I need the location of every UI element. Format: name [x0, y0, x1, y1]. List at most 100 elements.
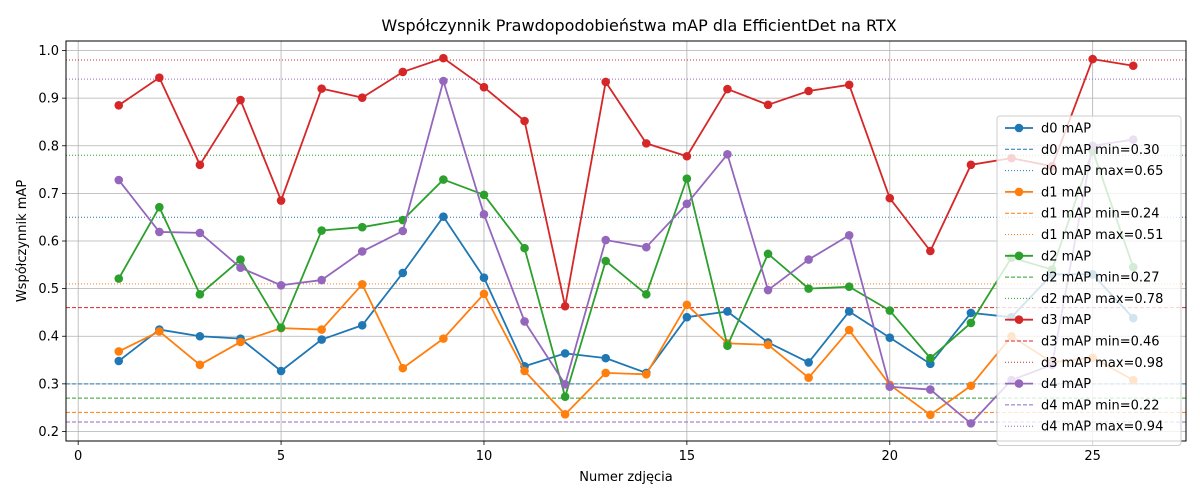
data-point	[479, 82, 489, 92]
data-point	[885, 382, 895, 392]
data-point	[357, 280, 367, 289]
legend-label: d2 mAP	[1041, 249, 1091, 264]
data-point	[155, 202, 164, 212]
data-point	[114, 347, 124, 356]
legend-entry: d2 mAP	[1005, 249, 1091, 264]
legend-label: d0 mAP max=0.65	[1041, 164, 1163, 179]
data-point	[885, 333, 895, 342]
legend-label: d4 mAP	[1041, 377, 1091, 392]
legend-entry: d4 mAP	[1005, 377, 1091, 392]
legend-marker	[1014, 379, 1024, 388]
data-point	[844, 307, 854, 316]
series-line	[118, 283, 1134, 416]
data-point	[520, 243, 529, 253]
y-tick-label: 0.7	[38, 187, 59, 202]
data-point	[276, 196, 286, 205]
data-point	[641, 242, 651, 252]
chart-title: Współczynnik Prawdopodobieństwa mAP dla …	[381, 16, 896, 35]
legend-entry: d3 mAP min=0.46	[1005, 335, 1160, 350]
x-axis-label: Numer zdjęcia	[579, 470, 673, 485]
data-point	[439, 76, 448, 86]
y-tick-label: 0.2	[38, 425, 59, 440]
x-axis: 0 5 10 15 20 25	[74, 441, 1101, 464]
series-line	[118, 215, 1134, 374]
data-point	[641, 290, 651, 299]
data-point	[439, 212, 448, 222]
data-point	[682, 300, 692, 310]
data-point	[601, 256, 611, 266]
plot-frame	[65, 40, 1187, 442]
legend-label: d3 mAP min=0.46	[1041, 335, 1160, 350]
data-point	[560, 380, 570, 389]
data-point	[195, 331, 205, 341]
data-point	[885, 193, 895, 203]
data-point	[439, 334, 448, 343]
data-point	[317, 84, 326, 93]
legend-marker	[1014, 123, 1024, 133]
data-point	[763, 340, 773, 350]
data-point	[804, 86, 813, 96]
legend-entry: d1 mAP	[1005, 185, 1091, 200]
legend-entry: d1 mAP max=0.51	[1005, 228, 1163, 243]
data-point	[682, 199, 692, 209]
legend: d0 mAP d0 mAP min=0.30 d0 mAP max=0.65 d1 m…	[996, 115, 1182, 446]
legend-label: d4 mAP max=0.94	[1041, 420, 1163, 435]
data-point	[1128, 61, 1138, 71]
data-point	[155, 73, 164, 82]
data-point	[276, 323, 286, 332]
legend-entry: d1 mAP min=0.24	[1005, 207, 1160, 222]
data-point	[844, 282, 854, 292]
legend-entry: d3 mAP	[1005, 313, 1091, 328]
data-point	[479, 273, 489, 282]
legend-entry: d0 mAP	[1005, 122, 1091, 137]
legend-label: d1 mAP	[1041, 185, 1091, 200]
x-tick-label: 15	[679, 449, 696, 464]
data-point	[601, 368, 611, 378]
legend-entry: d4 mAP min=0.22	[1005, 398, 1160, 413]
x-tick-label: 10	[476, 449, 493, 464]
legend-label: d4 mAP min=0.22	[1041, 398, 1160, 413]
data-point	[114, 175, 124, 185]
series-2	[114, 146, 1138, 402]
data-point	[357, 247, 367, 256]
legend-label: d2 mAP min=0.27	[1041, 271, 1160, 286]
data-point	[682, 174, 692, 183]
data-point	[844, 80, 854, 90]
legend-marker	[1014, 251, 1024, 261]
data-point	[926, 353, 935, 363]
data-point	[236, 263, 245, 272]
data-point	[479, 289, 489, 299]
x-tick-label: 25	[1084, 449, 1101, 464]
data-point	[763, 285, 773, 295]
data-point	[966, 308, 976, 318]
data-point	[885, 306, 895, 315]
data-point	[357, 320, 367, 330]
data-point	[926, 246, 935, 256]
x-tick-label: 5	[277, 449, 285, 464]
data-point	[479, 210, 489, 219]
data-point	[398, 67, 408, 77]
data-point	[520, 317, 529, 326]
data-point	[560, 349, 570, 358]
series-1	[114, 280, 1138, 420]
data-point	[520, 116, 529, 126]
legend-box	[996, 115, 1182, 446]
data-point	[682, 151, 692, 161]
series-line	[118, 57, 1134, 308]
data-point	[317, 325, 326, 334]
data-point	[520, 366, 529, 376]
legend-label: d3 mAP max=0.98	[1041, 356, 1163, 371]
data-point	[804, 373, 813, 382]
legend-entry: d0 mAP min=0.30	[1005, 143, 1160, 158]
data-point	[195, 160, 205, 170]
data-point	[236, 255, 245, 264]
data-point	[560, 301, 570, 311]
y-tick-label: 0.4	[38, 330, 59, 345]
legend-label: d1 mAP max=0.51	[1041, 228, 1163, 243]
data-point	[926, 410, 935, 420]
data-point	[317, 275, 326, 285]
data-point	[1088, 54, 1097, 64]
data-point	[357, 222, 367, 232]
data-point	[966, 160, 976, 170]
